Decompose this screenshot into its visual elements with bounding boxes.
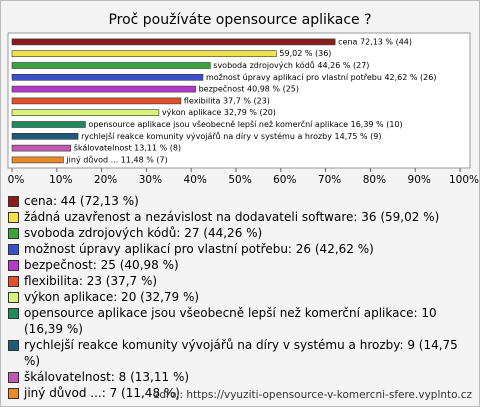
legend-label: výkon aplikace: 20 (32,79 %) <box>24 290 200 304</box>
value-label: škálovatelnost 13,11 % (8) <box>74 143 181 153</box>
legend-swatch <box>8 212 19 223</box>
legend-label: rychlejší reakce komunity vývojářů na dí… <box>24 338 458 368</box>
bar <box>11 109 160 116</box>
value-label: možnost úpravy aplikací pro vlastní potř… <box>206 73 437 82</box>
value-label: svoboda zdrojových kódů 44,26 % (27) <box>213 60 369 70</box>
legend-label: jiný důvod ...: 7 (11,48 %) <box>24 386 180 400</box>
bar <box>11 38 336 46</box>
legend-item: flexibilita: 23 (37,7 %) <box>8 273 474 289</box>
x-tick-label: 70% <box>318 174 341 186</box>
legend-item: výkon aplikace: 20 (32,79 %) <box>8 289 474 305</box>
value-label: flexibilita 37,7 % (23) <box>184 96 270 105</box>
legend-label: flexibilita: 23 (37,7 %) <box>24 274 158 288</box>
legend-swatch <box>8 308 19 319</box>
value-label: opensource aplikace jsou všeobecně lepší… <box>88 119 402 129</box>
value-label: bezpečnost 40,98 % (25) <box>199 84 299 94</box>
legend-swatch <box>8 260 19 271</box>
legend-item: svoboda zdrojových kódů: 27 (44,26 %) <box>8 225 474 241</box>
chart-title: Proč používáte opensource aplikace ? <box>108 12 371 28</box>
legend-item: opensource aplikace jsou všeobecně lepší… <box>8 305 474 337</box>
x-tick-label: 50% <box>228 174 251 186</box>
legend-item: cena: 44 (72,13 %) <box>8 193 474 209</box>
value-label: 59,02 % (36) <box>279 49 331 58</box>
legend-item: možnost úpravy aplikací pro vlastní potř… <box>8 241 474 257</box>
legend-swatch <box>8 276 19 287</box>
legend-item: žádná uzavřenost a nezávislost na dodava… <box>8 209 474 225</box>
x-tick-label: 80% <box>363 174 386 186</box>
legend-label: cena: 44 (72,13 %) <box>24 194 139 208</box>
legend-label: bezpečnost: 25 (40,98 %) <box>24 258 179 272</box>
legend-swatch <box>8 196 19 207</box>
source: zdroj: https://vyuziti-opensource-v-kome… <box>153 389 472 401</box>
legend-label: žádná uzavřenost a nezávislost na dodava… <box>24 210 440 224</box>
x-tick-label: 40% <box>184 174 207 186</box>
value-label: jiný důvod ... 11,48 % (7) <box>65 154 167 164</box>
x-tick-label: 100% <box>449 174 479 186</box>
bar <box>11 74 204 81</box>
legend-swatch <box>8 228 19 239</box>
bar <box>11 85 196 93</box>
legend-swatch <box>8 244 19 255</box>
legend-item: jiný důvod ...: 7 (11,48 %) <box>8 385 474 401</box>
bar <box>11 62 211 69</box>
bar <box>11 144 72 152</box>
bar <box>11 156 64 164</box>
legend-item: škálovatelnost: 8 (13,11 %) <box>8 369 474 385</box>
legend: cena: 44 (72,13 %) žádná uzavřenost a nez… <box>8 193 474 401</box>
x-tick-label: 30% <box>139 174 162 186</box>
value-label: cena 72,13 % (44) <box>338 37 412 46</box>
legend-label: možnost úpravy aplikací pro vlastní potř… <box>24 242 374 256</box>
legend-item: rychlejší reakce komunity vývojářů na dí… <box>8 337 474 369</box>
legend-swatch <box>8 292 19 303</box>
x-tick-label: 10% <box>49 174 72 186</box>
legend-swatch <box>8 372 19 383</box>
bar <box>11 133 79 140</box>
x-tick-label: 60% <box>273 174 296 186</box>
bar <box>11 121 86 128</box>
legend-item: bezpečnost: 25 (40,98 %) <box>8 257 474 273</box>
x-tick-label: 20% <box>94 174 117 186</box>
x-tick-label: 90% <box>408 174 431 186</box>
legend-label: škálovatelnost: 8 (13,11 %) <box>24 370 190 384</box>
legend-swatch <box>8 340 19 351</box>
legend-label: svoboda zdrojových kódů: 27 (44,26 %) <box>24 226 263 240</box>
legend-label: opensource aplikace jsou všeobecně lepší… <box>24 306 437 336</box>
bar <box>11 50 277 58</box>
legend-swatch <box>8 388 19 399</box>
x-tick-label: 0% <box>8 174 25 186</box>
bar <box>11 97 182 105</box>
value-label: rychlejší reakce komunity vývojářů na dí… <box>81 131 381 141</box>
value-label: výkon aplikace 32,79 % (20) <box>162 108 276 117</box>
